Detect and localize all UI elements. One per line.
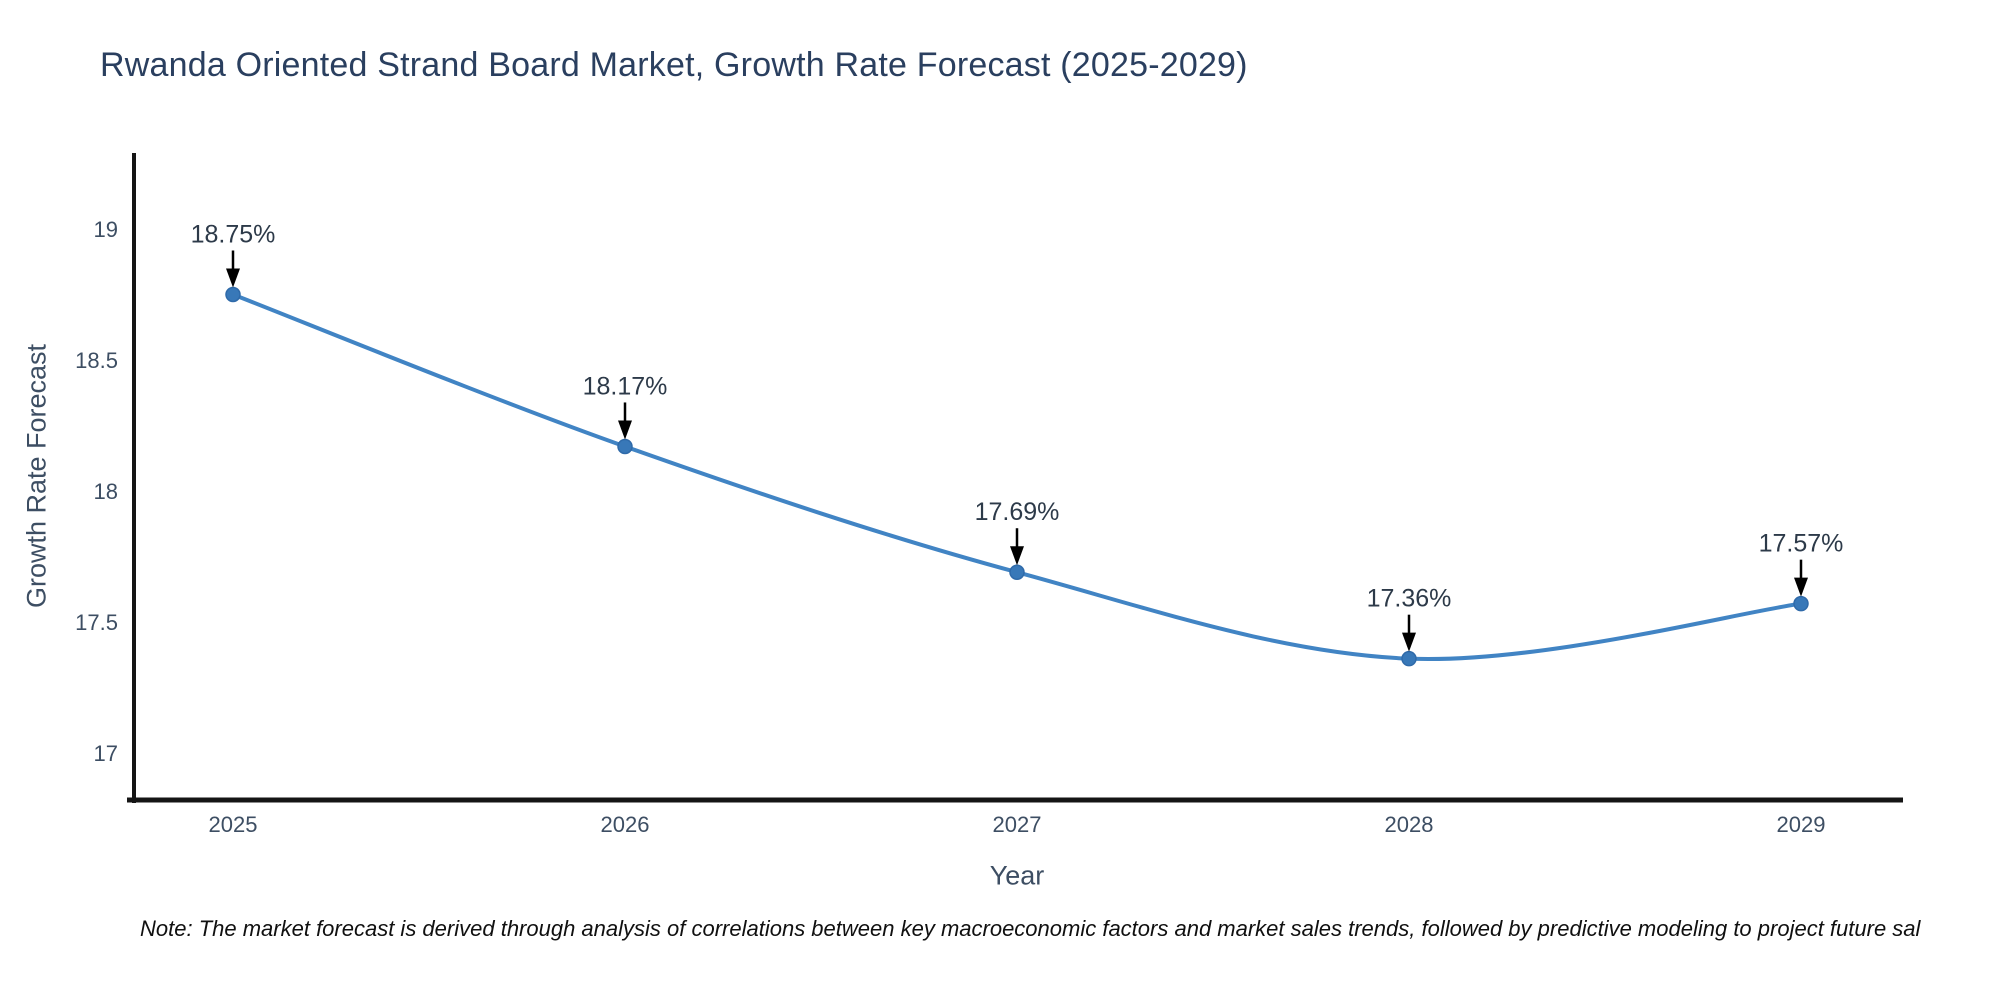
data-point-label: 17.57%	[1759, 530, 1844, 558]
x-tick-label: 2027	[993, 812, 1042, 837]
data-point	[617, 438, 633, 455]
annotation-arrowhead-icon	[1402, 632, 1416, 652]
y-tick-label: 18.5	[75, 348, 118, 373]
x-tick-label: 2025	[209, 812, 258, 837]
footnote: Note: The market forecast is derived thr…	[140, 916, 1921, 941]
x-tick-label: 2029	[1777, 812, 1826, 837]
data-point	[1401, 650, 1417, 667]
y-tick-label: 17	[94, 741, 118, 766]
data-point-label: 18.17%	[583, 372, 668, 400]
x-axis-title: Year	[989, 860, 1045, 891]
annotation-arrowhead-icon	[226, 268, 240, 288]
trend-line	[231, 292, 1803, 662]
data-point-label: 17.69%	[975, 498, 1060, 526]
footnote-container: Note: The market forecast is derived thr…	[140, 916, 2000, 942]
annotation-arrowhead-icon	[1010, 546, 1024, 566]
data-point-label: 18.75%	[191, 221, 276, 249]
x-tick-label: 2026	[601, 812, 650, 837]
y-tick-label: 18	[94, 479, 118, 504]
chart-title: Rwanda Oriented Strand Board Market, Gro…	[100, 46, 1248, 84]
data-point	[1793, 595, 1809, 612]
annotation-arrowhead-icon	[618, 420, 632, 440]
data-point-label: 17.36%	[1367, 585, 1452, 613]
annotation-arrowhead-icon	[1794, 577, 1808, 597]
y-tick-label: 17.5	[75, 610, 118, 635]
data-point	[1009, 564, 1025, 580]
data-point	[225, 286, 241, 303]
y-tick-label: 19	[94, 217, 118, 242]
x-tick-label: 2028	[1385, 812, 1434, 837]
y-axis-title: Growth Rate Forecast	[21, 343, 52, 609]
